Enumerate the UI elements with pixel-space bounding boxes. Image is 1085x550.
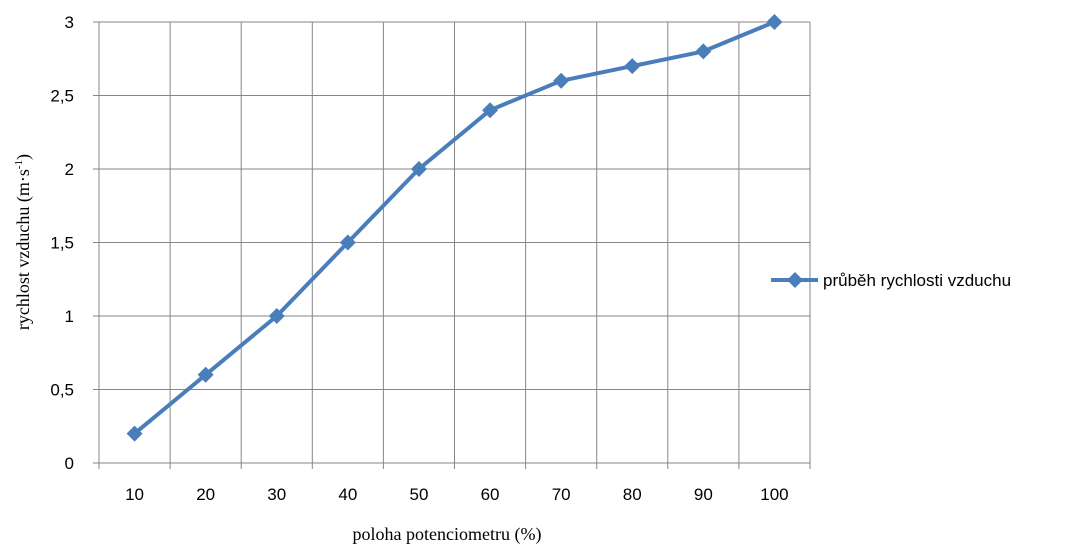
grid-lines	[99, 21, 811, 463]
data-point-marker	[766, 14, 783, 30]
y-axis-title-main: rychlost vzduchu (m·s	[13, 169, 34, 330]
y-axis-title-close: )	[13, 154, 34, 160]
data-point-marker	[482, 102, 499, 119]
x-tick-label: 10	[125, 485, 144, 504]
legend: průběh rychlosti vzduchu	[771, 271, 1011, 290]
series-group	[126, 14, 783, 442]
data-point-marker	[410, 161, 427, 177]
y-tick-label: 3	[65, 13, 74, 32]
legend-label: průběh rychlosti vzduchu	[823, 271, 1011, 290]
series-line	[133, 20, 776, 436]
x-tick-label: 90	[694, 485, 713, 504]
x-axis-title: poloha potenciometru (%)	[353, 524, 542, 545]
data-point-marker	[268, 308, 285, 324]
y-tick-label: 1,5	[50, 234, 74, 253]
x-tick-label: 70	[552, 485, 571, 504]
x-tick-label: 20	[196, 485, 215, 504]
y-tick-label: 0,5	[50, 381, 74, 400]
y-axis-title-superscript: -1	[13, 160, 25, 169]
data-point-marker	[553, 72, 570, 89]
data-point-marker	[624, 58, 641, 75]
y-tick-label: 2	[65, 160, 74, 179]
legend-marker	[787, 272, 803, 288]
x-tick-label: 50	[409, 485, 428, 504]
data-point-marker	[126, 425, 143, 442]
axes	[93, 21, 811, 469]
x-tick-labels: 10 20 30 40 50 60 70 80 90 100	[125, 485, 789, 504]
x-tick-label: 100	[760, 485, 788, 504]
x-tick-label: 80	[623, 485, 642, 504]
data-point-marker	[339, 234, 356, 251]
y-tick-label: 0	[65, 454, 74, 473]
y-axis-title: rychlost vzduchu (m·s-1)	[13, 154, 34, 330]
x-tick-label: 30	[267, 485, 286, 504]
x-tick-label: 40	[338, 485, 357, 504]
x-tick-label: 60	[481, 485, 500, 504]
y-tick-label: 1	[65, 307, 74, 326]
data-point-marker	[695, 43, 712, 60]
y-tick-label: 2,5	[50, 87, 74, 106]
data-point-marker	[197, 366, 214, 383]
y-tick-labels: 0 0,5 1 1,5 2 2,5 3	[50, 13, 74, 473]
